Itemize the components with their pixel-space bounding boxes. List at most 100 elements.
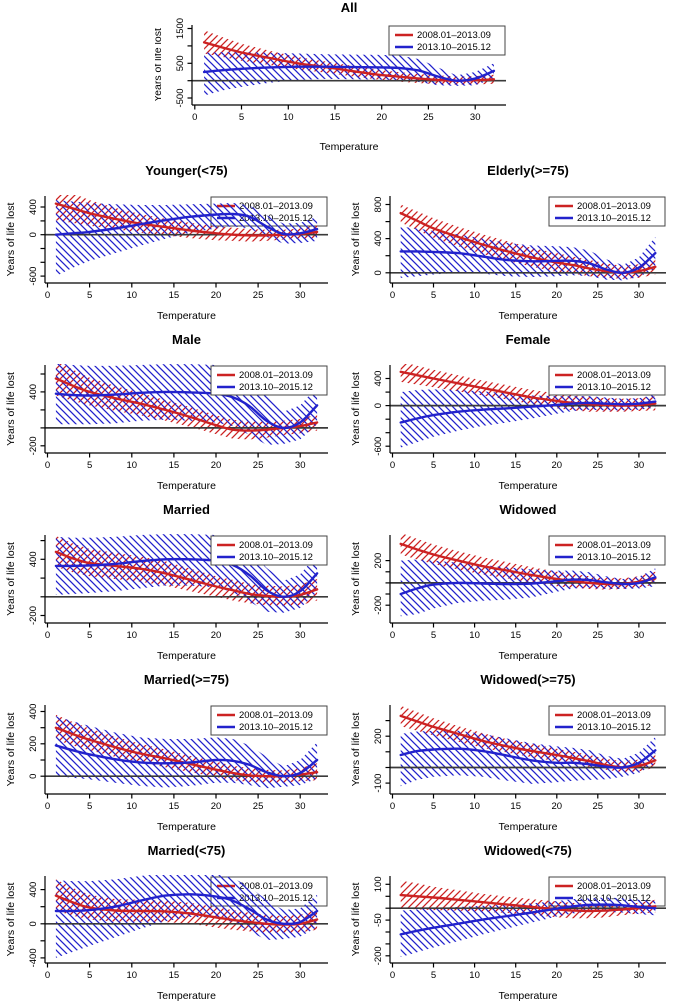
legend-box — [548, 365, 666, 396]
legend-entry-label: 2013.10–2015.12 — [577, 722, 651, 733]
x-axis-label: Temperature — [499, 480, 558, 492]
x-tick-label: 5 — [87, 460, 92, 471]
legend-box — [548, 705, 666, 736]
y-tick-label: -50 — [373, 913, 384, 927]
legend-entry-label: 2013.10–2015.12 — [577, 552, 651, 563]
x-tick-label: 30 — [470, 112, 481, 123]
chart-panel: Widowed(<75)2008.01–2013.092013.10–2015.… — [350, 843, 666, 1002]
y-tick-label: 1500 — [175, 18, 186, 39]
confidence-band — [204, 52, 494, 96]
x-axis-label: Temperature — [320, 141, 379, 153]
x-tick-label: 5 — [431, 970, 436, 981]
y-tick-label: -400 — [28, 948, 39, 967]
x-tick-label: 0 — [390, 630, 395, 641]
confidence-band — [400, 730, 656, 787]
legend-entry-label: 2008.01–2013.09 — [577, 540, 651, 551]
x-tick-label: 30 — [634, 801, 645, 812]
y-tick-label: 0 — [373, 270, 384, 275]
x-tick-label: 10 — [127, 970, 138, 981]
x-tick-label: 15 — [169, 801, 180, 812]
x-axis-label: Temperature — [157, 480, 216, 492]
y-tick-label: -200 — [373, 946, 384, 965]
x-tick-label: 25 — [253, 630, 264, 641]
x-tick-label: 5 — [87, 801, 92, 812]
x-tick-label: 30 — [295, 801, 306, 812]
y-axis-label: Years of life lost — [5, 883, 17, 957]
y-tick-label: 400 — [373, 371, 384, 387]
legend-entry-label: 2008.01–2013.09 — [577, 710, 651, 721]
x-axis-label: Temperature — [157, 821, 216, 833]
x-tick-label: 25 — [593, 630, 604, 641]
series-line — [399, 903, 657, 936]
series-line — [202, 65, 496, 82]
x-tick-label: 25 — [253, 970, 264, 981]
series-line — [54, 744, 319, 778]
x-tick-label: 25 — [253, 460, 264, 471]
legend-box — [210, 705, 328, 736]
y-tick-label: 0 — [28, 232, 39, 237]
y-tick-label: 400 — [28, 882, 39, 898]
x-tick-label: 30 — [634, 290, 645, 301]
x-axis-label: Temperature — [157, 990, 216, 1002]
chart-panel: All 0 5 10 15 20 25 30 1500 500 -500 Temperature Yea… — [155, 0, 506, 153]
x-tick-label: 30 — [295, 460, 306, 471]
x-tick-label: 15 — [510, 801, 521, 812]
confidence-band — [55, 875, 318, 958]
legend-entry-label: 2013.10–2015.12 — [239, 213, 313, 224]
x-tick-label: 30 — [634, 460, 645, 471]
y-tick-label: -200 — [28, 606, 39, 625]
y-tick-label: 400 — [28, 704, 39, 720]
x-tick-label: 30 — [634, 630, 645, 641]
y-tick-label: -100 — [373, 774, 384, 793]
legend-entry-label: 2008.01–2013.09 — [417, 30, 491, 41]
confidence-band — [55, 716, 318, 789]
chart-panel: Married(<75) 2008.01–2013.092013.10–2015.… — [5, 843, 328, 1002]
x-tick-label: 0 — [45, 290, 50, 301]
panel-title: Married(<75) — [148, 843, 226, 858]
x-axis-label: Temperature — [157, 650, 216, 662]
x-tick-label: 10 — [469, 801, 480, 812]
legend-entry-label: 2008.01–2013.09 — [577, 370, 651, 381]
x-tick-label: 20 — [552, 290, 563, 301]
legend-box — [388, 25, 506, 56]
legend-box — [210, 365, 328, 396]
x-tick-label: 10 — [283, 112, 294, 123]
chart-panel: Widowed(>=75) 0 5 10 15 20 25 30 200 -100 Temperat… — [350, 672, 666, 833]
y-tick-label: -200 — [28, 436, 39, 455]
series-line — [399, 893, 657, 913]
y-tick-label: 400 — [28, 384, 39, 400]
legend-entry-label: 2013.10–2015.12 — [417, 42, 491, 53]
x-tick-label: 10 — [127, 801, 138, 812]
x-tick-label: 20 — [552, 630, 563, 641]
y-axis-label: Years of life lost — [155, 28, 164, 102]
series-line — [54, 212, 319, 236]
legend-box — [210, 535, 328, 566]
x-tick-label: 5 — [431, 290, 436, 301]
x-axis-label: Temperature — [499, 650, 558, 662]
x-tick-label: 25 — [593, 801, 604, 812]
x-tick-label: 0 — [390, 290, 395, 301]
chart-panel: Male 0 5 10 15 20 25 30 400 -200 Temperature Years … — [5, 332, 328, 492]
panel-title: Male — [172, 332, 201, 347]
series-line — [54, 390, 319, 430]
legend-box — [548, 535, 666, 566]
x-tick-label: 20 — [552, 460, 563, 471]
x-axis-label: Temperature — [499, 310, 558, 322]
x-tick-label: 20 — [211, 460, 222, 471]
legend-entry-label: 2013.10–2015.12 — [239, 552, 313, 563]
y-axis-label: Years of life lost — [350, 713, 362, 787]
x-tick-label: 10 — [127, 290, 138, 301]
series-line — [54, 557, 319, 599]
y-tick-label: 500 — [175, 55, 186, 71]
x-tick-label: 15 — [510, 970, 521, 981]
legend-entry-label: 2013.10–2015.12 — [239, 893, 313, 904]
y-axis-label: Years of life lost — [350, 203, 362, 277]
y-tick-label: -500 — [175, 88, 186, 107]
x-tick-label: 30 — [634, 970, 645, 981]
